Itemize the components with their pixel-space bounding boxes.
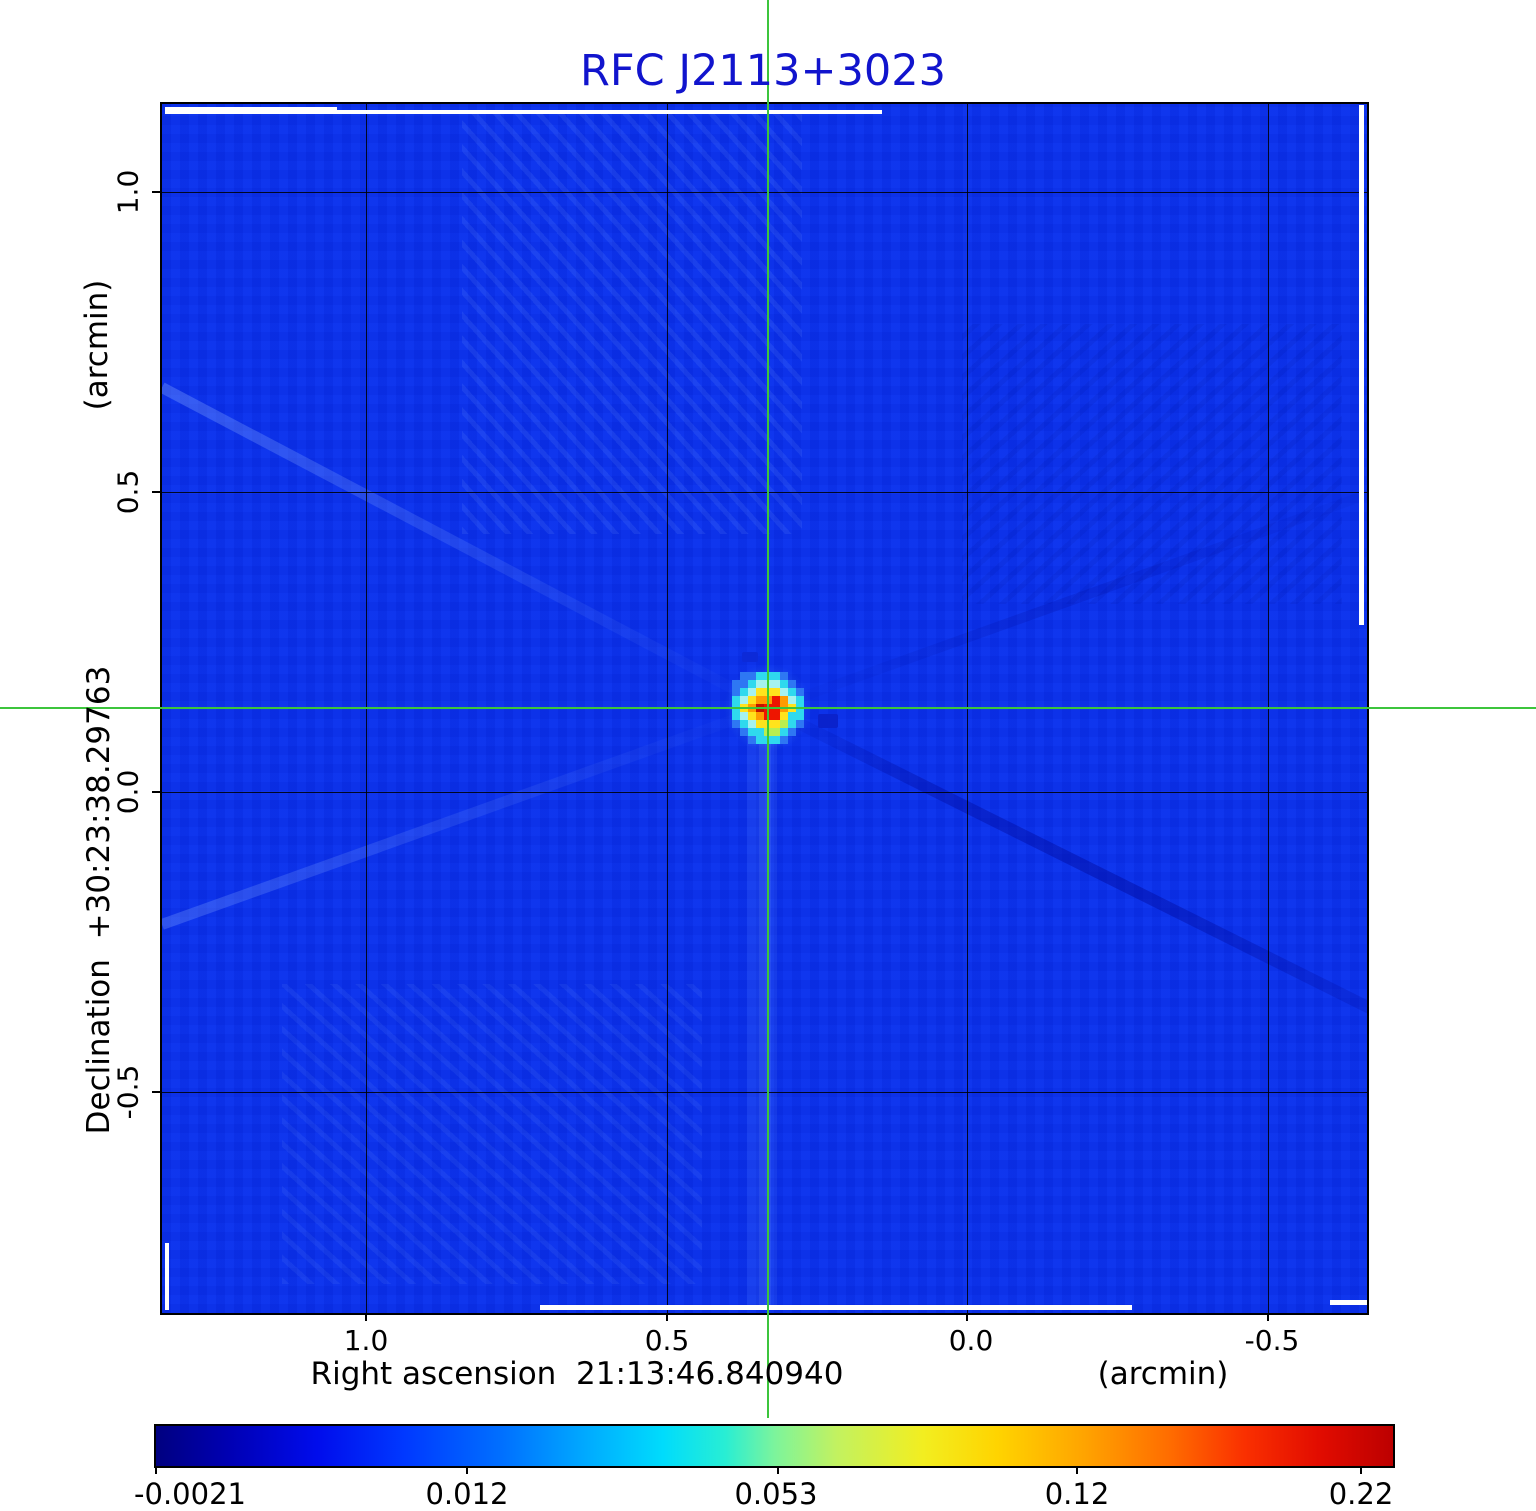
y-tick-label: -0.5 <box>111 1064 145 1120</box>
blank-edge-strip-top <box>165 107 337 114</box>
x-tick-label: 1.0 <box>343 1324 389 1357</box>
page-title: RFC J2113+3023 <box>580 46 946 96</box>
ripple-hatch-lower-left <box>282 984 702 1284</box>
y-axis-tick <box>152 191 160 193</box>
colorbar-tick <box>1076 1466 1078 1474</box>
x-axis-tick <box>365 1313 367 1321</box>
blank-edge-strip-top <box>337 110 882 114</box>
ripple-hatch-upper-right <box>962 324 1342 604</box>
gridline-horizontal <box>162 492 1367 493</box>
colorbar <box>154 1424 1395 1468</box>
crosshair-vertical <box>767 0 769 1418</box>
sidelobe-band-below-source <box>747 734 777 1310</box>
colorbar-tick-label: 0.12 <box>1044 1477 1110 1511</box>
gridline-horizontal <box>162 192 1367 193</box>
colorbar-tick-label: -0.0021 <box>134 1477 246 1511</box>
sidelobe-band-below-source-core <box>759 744 771 1310</box>
y-axis-tick <box>152 491 160 493</box>
x-axis-title: Right ascension 21:13:46.840940 <box>310 1356 844 1392</box>
gridline-horizontal <box>162 792 1367 793</box>
y-tick-label: 0.0 <box>111 769 145 815</box>
x-axis-tick <box>1267 1313 1269 1321</box>
gridline-horizontal <box>162 1092 1367 1093</box>
sidelobe-streak-lower-left <box>162 701 772 930</box>
sidelobe-streak-lower-right <box>765 702 1367 1017</box>
ripple-hatch-top-left <box>462 114 802 534</box>
x-tick-label: 0.5 <box>644 1324 690 1357</box>
blank-edge-strip-bottom <box>540 1305 1132 1310</box>
colorbar-tick-label: 0.22 <box>1328 1477 1394 1511</box>
colorbar-tick <box>777 1466 779 1474</box>
negative-sidelobe-spot <box>742 652 758 662</box>
colorbar-tick <box>466 1466 468 1474</box>
y-tick-label: 0.5 <box>111 469 145 515</box>
x-axis-tick <box>966 1313 968 1321</box>
blank-edge-strip-left <box>165 1243 169 1310</box>
crosshair-horizontal <box>0 707 1536 709</box>
x-tick-label: 0.0 <box>948 1324 994 1357</box>
x-axis-tick <box>666 1313 668 1321</box>
y-axis-tick <box>152 1091 160 1093</box>
blank-edge-strip-right <box>1359 105 1364 625</box>
y-axis-tick <box>152 791 160 793</box>
colorbar-tick-label: 0.053 <box>734 1477 818 1511</box>
y-axis-unit-label: (arcmin) <box>79 279 115 411</box>
negative-sidelobe-spot <box>818 714 838 728</box>
colorbar-tick <box>1360 1466 1362 1474</box>
x-tick-label: -0.5 <box>1244 1324 1300 1357</box>
colorbar-tick-label: 0.012 <box>425 1477 509 1511</box>
blank-edge-strip-bottom <box>1330 1300 1367 1305</box>
colorbar-tick <box>155 1466 157 1474</box>
y-tick-label: 1.0 <box>111 169 145 215</box>
x-axis-unit-label: (arcmin) <box>1097 1356 1229 1392</box>
